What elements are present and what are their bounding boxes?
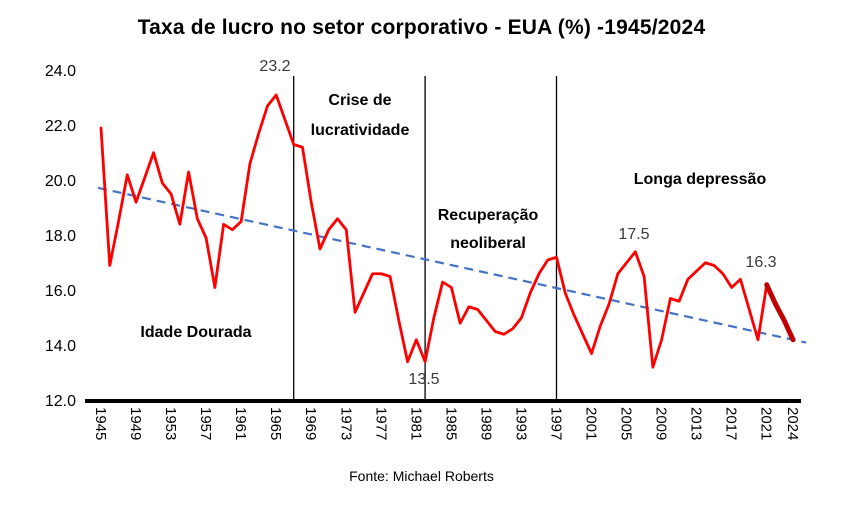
forecast-line (764, 282, 796, 343)
data-label-trough-1982: 13.5 (408, 371, 440, 388)
data-label-peak-2021: 16.3 (745, 254, 777, 271)
annotation-profitability-crisis-line2: lucratividade (310, 122, 410, 139)
x-axis-tick-label: 1985 (442, 407, 460, 441)
x-axis-tick-label: 1945 (92, 407, 109, 441)
source-caption: Fonte: Michael Roberts (349, 468, 494, 484)
x-axis-tick-label: 1981 (407, 407, 425, 441)
annotation-long-depression: Longa depressão (633, 171, 767, 188)
x-axis-tick-label: 2017 (722, 407, 740, 441)
chart-title: Taxa de lucro no setor corporativo - EUA… (137, 16, 706, 39)
profit-rate-line (99, 93, 795, 369)
x-axis-tick-label: 2024 (784, 407, 801, 441)
trend-line (97, 186, 807, 344)
x-axis-tick-label: 1997 (547, 407, 565, 441)
x-axis-tick-label: 1989 (477, 407, 495, 441)
x-axis-tick-label: 1965 (267, 407, 285, 441)
y-axis-tick-label: 24.0 (44, 63, 76, 80)
x-axis-tick-label: 2005 (617, 407, 635, 441)
data-label-peak-2006: 17.5 (618, 226, 650, 243)
annotation-profitability-crisis: Crise de lucratividade (295, 86, 425, 146)
y-axis-tick-label: 18.0 (44, 228, 76, 245)
x-axis-tick-label: 1953 (162, 407, 180, 441)
annotation-neoliberal-recovery: Recuperação neoliberal (426, 202, 550, 258)
x-axis-tick-label: 1993 (512, 407, 530, 441)
y-axis-tick-label: 20.0 (44, 173, 76, 190)
y-axis-tick-label: 12.0 (44, 393, 76, 410)
annotation-neoliberal-recovery-line2: neoliberal (450, 235, 526, 252)
x-axis-tick-label: 2013 (687, 407, 705, 441)
y-axis-tick-label: 16.0 (44, 283, 76, 300)
x-axis-tick-label: 1949 (127, 407, 145, 441)
x-axis-tick-label: 1961 (232, 407, 250, 441)
y-axis-tick-label: 22.0 (44, 118, 76, 135)
annotation-profitability-crisis-line1: Crise de (328, 92, 392, 109)
x-axis-tick-label: 1973 (337, 407, 355, 441)
data-label-peak-1965: 23.2 (259, 58, 291, 75)
x-axis-tick-label: 2001 (582, 407, 600, 441)
x-axis-tick-label: 1969 (302, 407, 320, 441)
x-axis-tick-label: 2009 (652, 407, 670, 441)
y-axis-tick-label: 14.0 (44, 338, 76, 355)
annotation-neoliberal-recovery-line1: Recuperação (437, 207, 539, 224)
x-axis-tick-label: 1977 (372, 407, 390, 441)
x-axis-tick-label: 2021 (757, 407, 775, 441)
x-axis-tick-label: 1957 (197, 407, 215, 441)
annotation-golden-age: Idade Dourada (140, 324, 252, 341)
